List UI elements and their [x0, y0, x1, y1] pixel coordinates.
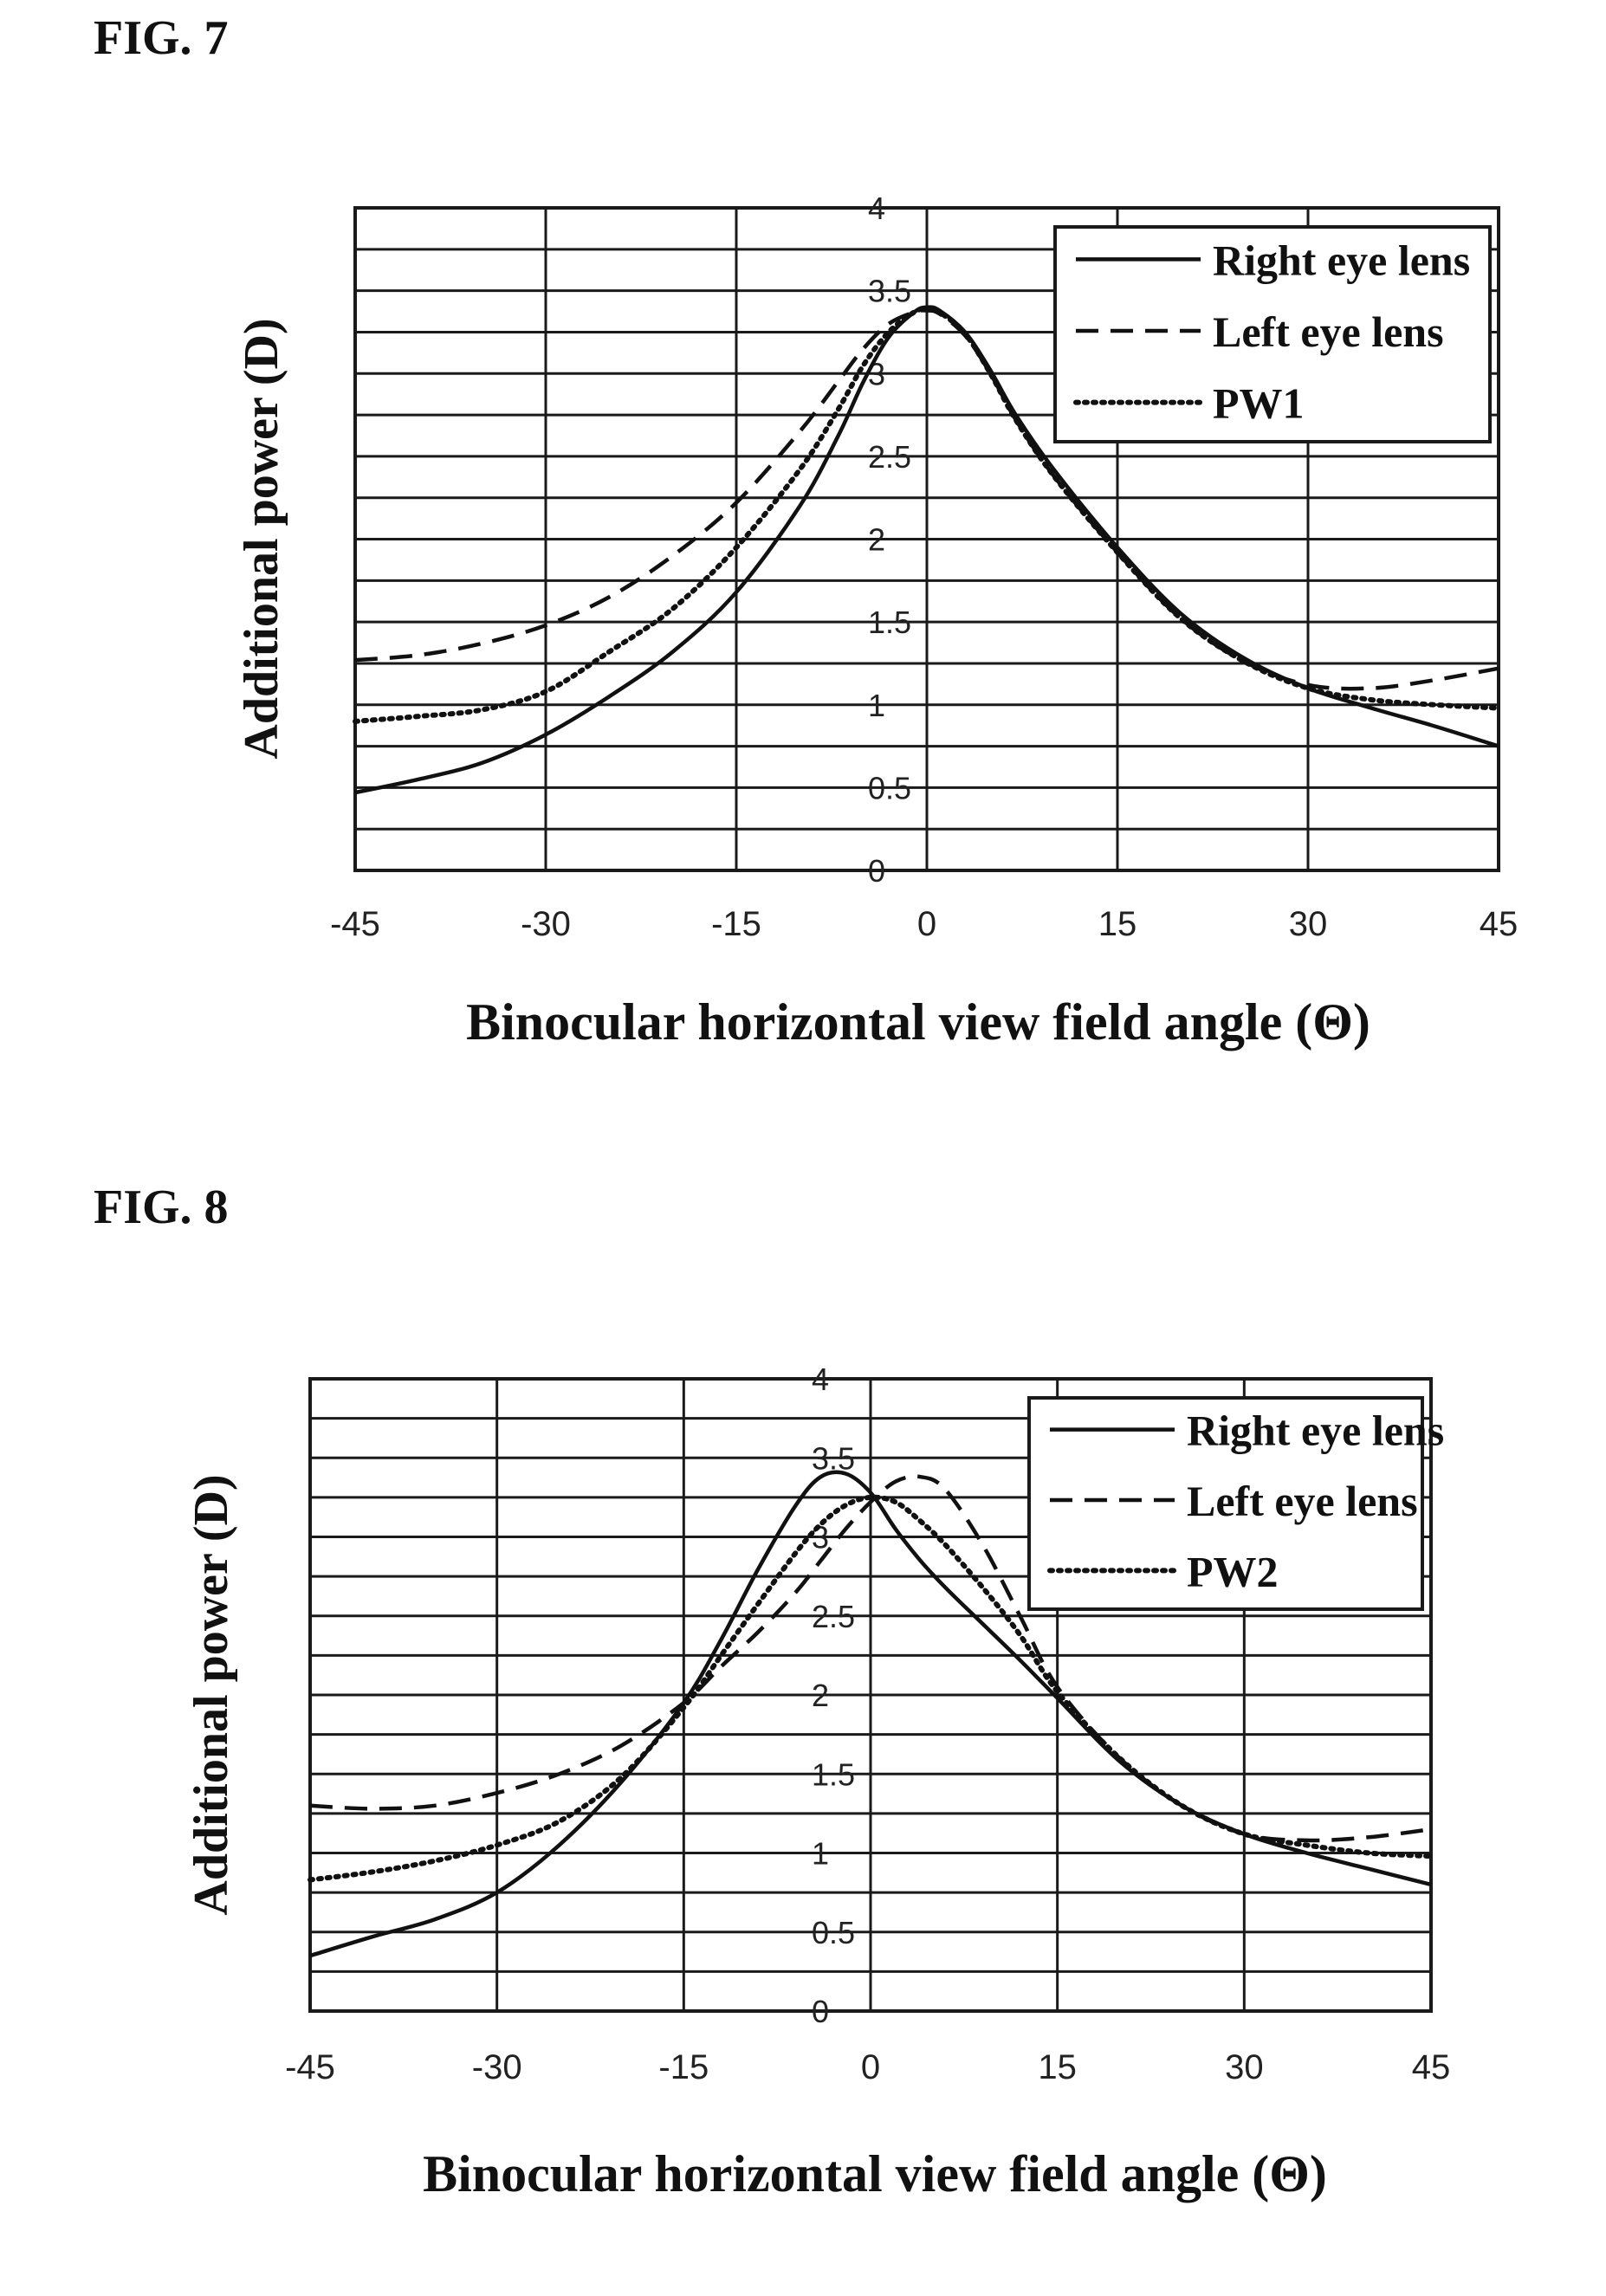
y-tick-label: 3 — [868, 356, 885, 391]
x-tick-label: 0 — [861, 2048, 880, 2086]
y-tick-label: 2.5 — [812, 1599, 855, 1634]
y-tick-label: 1.5 — [812, 1756, 855, 1792]
x-tick-label: 45 — [1480, 905, 1519, 943]
x-tick-label: 30 — [1289, 905, 1328, 943]
figure-label: FIG. 8 — [94, 1180, 229, 1234]
y-tick-label: 1 — [868, 688, 885, 723]
y-tick-label: 0 — [812, 1994, 829, 2029]
y-tick-label: 2 — [868, 522, 885, 558]
y-axis-label: Additional power (D) — [185, 1474, 238, 1915]
x-tick-label: 15 — [1038, 2048, 1077, 2086]
legend-entry: Right eye lens — [1187, 1407, 1444, 1455]
legend: Right eye lens Left eye lens PW1 — [1055, 227, 1490, 442]
figure-7: FIG. 7 0 0.5 1 1.5 2 2.5 3 3.5 4 -45 -30 -15 0 15 30 45 R… — [94, 11, 1518, 1051]
x-tick-label: -45 — [285, 2048, 335, 2086]
x-tick-label: -30 — [521, 905, 571, 943]
y-tick-label: 3.5 — [868, 274, 911, 309]
y-tick-label: 0 — [868, 853, 885, 889]
y-tick-label: 2 — [812, 1678, 829, 1713]
figure-8: FIG. 800.511.522.533.54-45-30-150153045R… — [94, 1180, 1450, 2202]
legend-entry: Left eye lens — [1187, 1477, 1418, 1525]
x-axis-label: Binocular horizontal view field angle (Θ… — [466, 993, 1370, 1051]
legend-entry: Left eye lens — [1213, 307, 1444, 356]
legend-entry: PW1 — [1213, 379, 1305, 428]
x-tick-label: -30 — [472, 2048, 522, 2086]
legend-entry: PW2 — [1187, 1547, 1279, 1595]
x-tick-label: -15 — [658, 2048, 709, 2086]
y-tick-label: 0.5 — [868, 770, 911, 805]
x-tick-label: 0 — [917, 905, 936, 943]
legend-entry: Right eye lens — [1213, 236, 1470, 284]
y-tick-label: 2.5 — [868, 439, 911, 475]
y-tick-label: 0.5 — [812, 1915, 855, 1950]
y-tick-label: 3 — [812, 1520, 829, 1555]
x-tick-label: 15 — [1098, 905, 1137, 943]
legend: Right eye lens Left eye lens PW2 — [1029, 1398, 1444, 1609]
x-tick-label: -45 — [330, 905, 380, 943]
y-tick-label: 4 — [868, 191, 885, 226]
figure-label: FIG. 7 — [94, 11, 229, 65]
x-tick-label: -15 — [711, 905, 761, 943]
y-tick-label: 1 — [812, 1836, 829, 1872]
x-axis-label: Binocular horizontal view field angle (Θ… — [423, 2145, 1327, 2202]
y-tick-label: 4 — [812, 1361, 829, 1397]
y-tick-label: 1.5 — [868, 605, 911, 640]
x-tick-label: 30 — [1225, 2048, 1264, 2086]
y-axis-label: Additional power (D) — [235, 318, 288, 759]
x-tick-label: 45 — [1412, 2048, 1451, 2086]
